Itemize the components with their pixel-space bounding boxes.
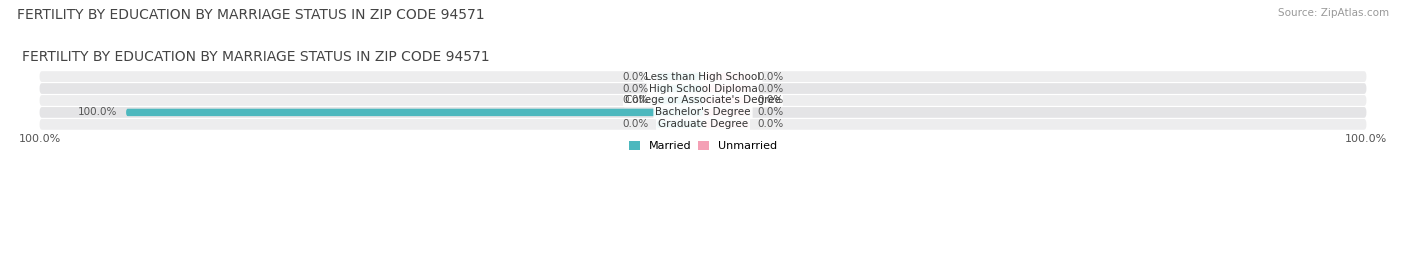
Text: Source: ZipAtlas.com: Source: ZipAtlas.com — [1278, 8, 1389, 18]
FancyBboxPatch shape — [657, 73, 703, 80]
FancyBboxPatch shape — [39, 71, 1367, 82]
FancyBboxPatch shape — [703, 121, 749, 128]
FancyBboxPatch shape — [39, 119, 1367, 130]
FancyBboxPatch shape — [657, 97, 703, 104]
Text: 0.0%: 0.0% — [758, 119, 785, 129]
FancyBboxPatch shape — [703, 97, 749, 104]
Text: FERTILITY BY EDUCATION BY MARRIAGE STATUS IN ZIP CODE 94571: FERTILITY BY EDUCATION BY MARRIAGE STATU… — [17, 8, 485, 22]
Text: 0.0%: 0.0% — [621, 95, 648, 105]
Text: Bachelor's Degree: Bachelor's Degree — [655, 107, 751, 117]
Text: High School Diploma: High School Diploma — [648, 84, 758, 94]
FancyBboxPatch shape — [657, 85, 703, 92]
Text: Less than High School: Less than High School — [645, 72, 761, 82]
FancyBboxPatch shape — [703, 85, 749, 92]
FancyBboxPatch shape — [657, 121, 703, 128]
FancyBboxPatch shape — [703, 109, 749, 116]
Legend: Married, Unmarried: Married, Unmarried — [624, 137, 782, 156]
FancyBboxPatch shape — [39, 83, 1367, 94]
FancyBboxPatch shape — [39, 95, 1367, 106]
Text: Graduate Degree: Graduate Degree — [658, 119, 748, 129]
Text: 0.0%: 0.0% — [758, 107, 785, 117]
FancyBboxPatch shape — [703, 73, 749, 80]
FancyBboxPatch shape — [127, 109, 703, 116]
Text: 100.0%: 100.0% — [79, 107, 118, 117]
Text: FERTILITY BY EDUCATION BY MARRIAGE STATUS IN ZIP CODE 94571: FERTILITY BY EDUCATION BY MARRIAGE STATU… — [22, 50, 489, 64]
Text: 0.0%: 0.0% — [758, 95, 785, 105]
Text: 0.0%: 0.0% — [758, 84, 785, 94]
FancyBboxPatch shape — [39, 107, 1367, 118]
Text: 0.0%: 0.0% — [621, 119, 648, 129]
Text: 0.0%: 0.0% — [621, 84, 648, 94]
Text: 0.0%: 0.0% — [621, 72, 648, 82]
Text: 0.0%: 0.0% — [758, 72, 785, 82]
Text: College or Associate's Degree: College or Associate's Degree — [626, 95, 780, 105]
